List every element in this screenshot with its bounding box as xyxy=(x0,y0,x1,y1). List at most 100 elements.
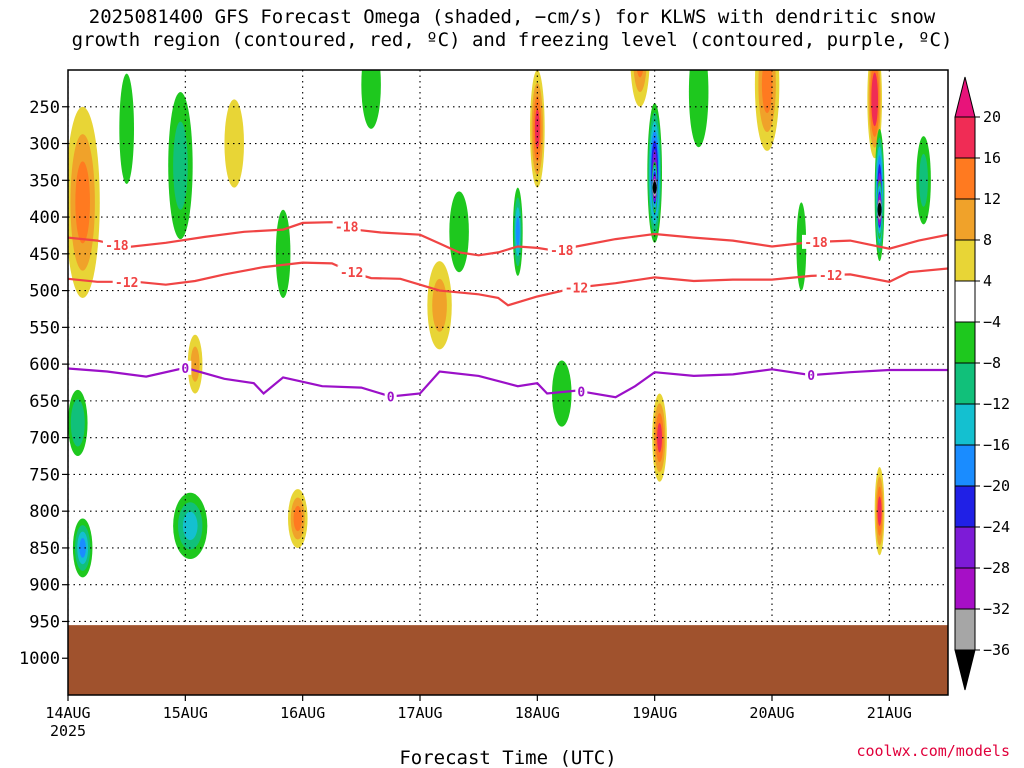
omega-contour-band xyxy=(633,70,647,93)
colorbar-label: −12 xyxy=(983,395,1010,413)
colorbar-label: −20 xyxy=(983,477,1010,495)
omega-contour-band xyxy=(119,73,134,184)
omega-feature xyxy=(688,70,709,148)
colorbar-under-triangle xyxy=(954,649,976,691)
y-tick-label: 350 xyxy=(29,171,60,191)
omega-feature xyxy=(119,73,134,184)
colorbar-label: 16 xyxy=(983,149,1001,167)
omega-feature xyxy=(288,489,308,548)
y-tick-label: 900 xyxy=(29,576,60,596)
contour-label: 0 xyxy=(577,385,585,400)
y-tick-label: 750 xyxy=(29,465,60,485)
contour-line xyxy=(68,261,948,307)
omega-contour-band xyxy=(877,205,882,214)
x-tick-label: 17AUG xyxy=(397,704,442,722)
y-tick-label: 800 xyxy=(29,502,60,522)
omega-contour-band xyxy=(515,217,520,247)
colorbar-bin xyxy=(954,362,976,405)
source-credit: coolwx.com/models xyxy=(856,742,1010,760)
contour-label-bg xyxy=(547,242,576,257)
contour-label-bg xyxy=(562,280,591,295)
x-axis-label: Forecast Time (UTC) xyxy=(399,747,616,768)
omega-contour-band xyxy=(361,70,381,129)
contour-line xyxy=(68,221,948,257)
colorbar-label: 12 xyxy=(983,190,1001,208)
colorbar-bin xyxy=(954,321,976,364)
omega-contour-band xyxy=(872,83,877,116)
colorbar-label: −8 xyxy=(983,354,1001,372)
omega-feature xyxy=(754,70,780,151)
omega-contour-band xyxy=(293,505,302,532)
omega-feature xyxy=(427,261,452,350)
omega-contour-band xyxy=(73,408,82,438)
omega-feature xyxy=(630,70,650,107)
chart-title-line-1: 2025081400 GFS Forecast Omega (shaded, −… xyxy=(88,6,936,28)
omega-contour-band xyxy=(182,511,198,541)
x-tick-label: 20AUG xyxy=(749,704,794,722)
omega-contour-band xyxy=(534,109,540,149)
colorbar-label: −32 xyxy=(983,600,1010,618)
temperature-contours: -18 -18 -18 -18 -12 -12 -12 -12 0 0 0 0 xyxy=(68,219,948,405)
y-axis-pressure: 250 300 350 400 450 500 550 600 650 700 750 800 850 9… xyxy=(19,98,68,669)
contour-label: -18 xyxy=(804,236,828,251)
y-tick-label: 300 xyxy=(29,135,60,155)
omega-feature xyxy=(876,180,883,240)
colorbar-bin xyxy=(954,116,976,159)
omega-shading xyxy=(68,70,931,578)
y-tick-label: 250 xyxy=(29,98,60,118)
colorbar-bin xyxy=(954,608,976,651)
plot-frame xyxy=(67,69,949,696)
y-tick-label: 650 xyxy=(29,392,60,412)
colorbar-label: 8 xyxy=(983,231,992,249)
contour-label: -18 xyxy=(335,220,359,235)
omega-feature xyxy=(72,518,93,578)
contour-label-bg xyxy=(575,384,588,399)
colorbar-label: −4 xyxy=(983,313,1001,331)
contour-label: -12 xyxy=(565,282,588,297)
y-tick-label: 550 xyxy=(29,318,60,338)
x-tick-label: 19AUG xyxy=(632,704,677,722)
contour-label: -12 xyxy=(819,269,842,284)
contour-label: -18 xyxy=(105,239,129,254)
omega-feature xyxy=(652,393,667,482)
chart-title: 2025081400 GFS Forecast Omega (shaded, −… xyxy=(0,6,1024,52)
colorbar-label: −16 xyxy=(983,436,1010,454)
omega-feature xyxy=(796,202,807,291)
x-tick-label: 21AUG xyxy=(867,704,912,722)
omega-contour-band xyxy=(432,278,447,332)
contour-label-bg xyxy=(337,265,366,280)
contour-label-bg xyxy=(816,268,845,283)
omega-feature xyxy=(552,360,572,427)
contour-label: 0 xyxy=(387,390,395,405)
omega-feature xyxy=(916,136,931,225)
x-tick-sublabel: 2025 xyxy=(50,722,86,740)
y-tick-label: 600 xyxy=(29,355,60,375)
colorbar-label: −36 xyxy=(983,641,1010,659)
omega-contour-band xyxy=(173,121,188,210)
contour-label: -18 xyxy=(550,244,574,259)
contour-label: -12 xyxy=(340,266,363,281)
contour-label-bg xyxy=(802,234,830,249)
omega-contour-band xyxy=(75,161,90,244)
omega-contour-band xyxy=(652,183,657,192)
x-tick-label: 16AUG xyxy=(280,704,325,722)
contour-label-bg xyxy=(805,368,818,383)
colorbar-bin xyxy=(954,280,976,323)
contour-label: 0 xyxy=(807,369,815,384)
y-tick-label: 950 xyxy=(29,612,60,632)
omega-contour-band xyxy=(761,70,773,114)
x-tick-label: 15AUG xyxy=(163,704,208,722)
omega-contour-band xyxy=(636,70,644,78)
colorbar-bin xyxy=(954,526,976,569)
y-tick-label: 1000 xyxy=(19,649,60,669)
y-tick-label: 500 xyxy=(29,282,60,302)
contour-label: 0 xyxy=(181,362,189,377)
omega-contour-band xyxy=(919,153,928,207)
contour-label: -12 xyxy=(115,276,138,291)
contour-label-bg xyxy=(179,360,192,375)
omega-feature xyxy=(867,70,882,159)
contour-label-bg xyxy=(332,219,361,234)
omega-feature xyxy=(530,70,545,188)
colorbar-bin xyxy=(954,444,976,487)
